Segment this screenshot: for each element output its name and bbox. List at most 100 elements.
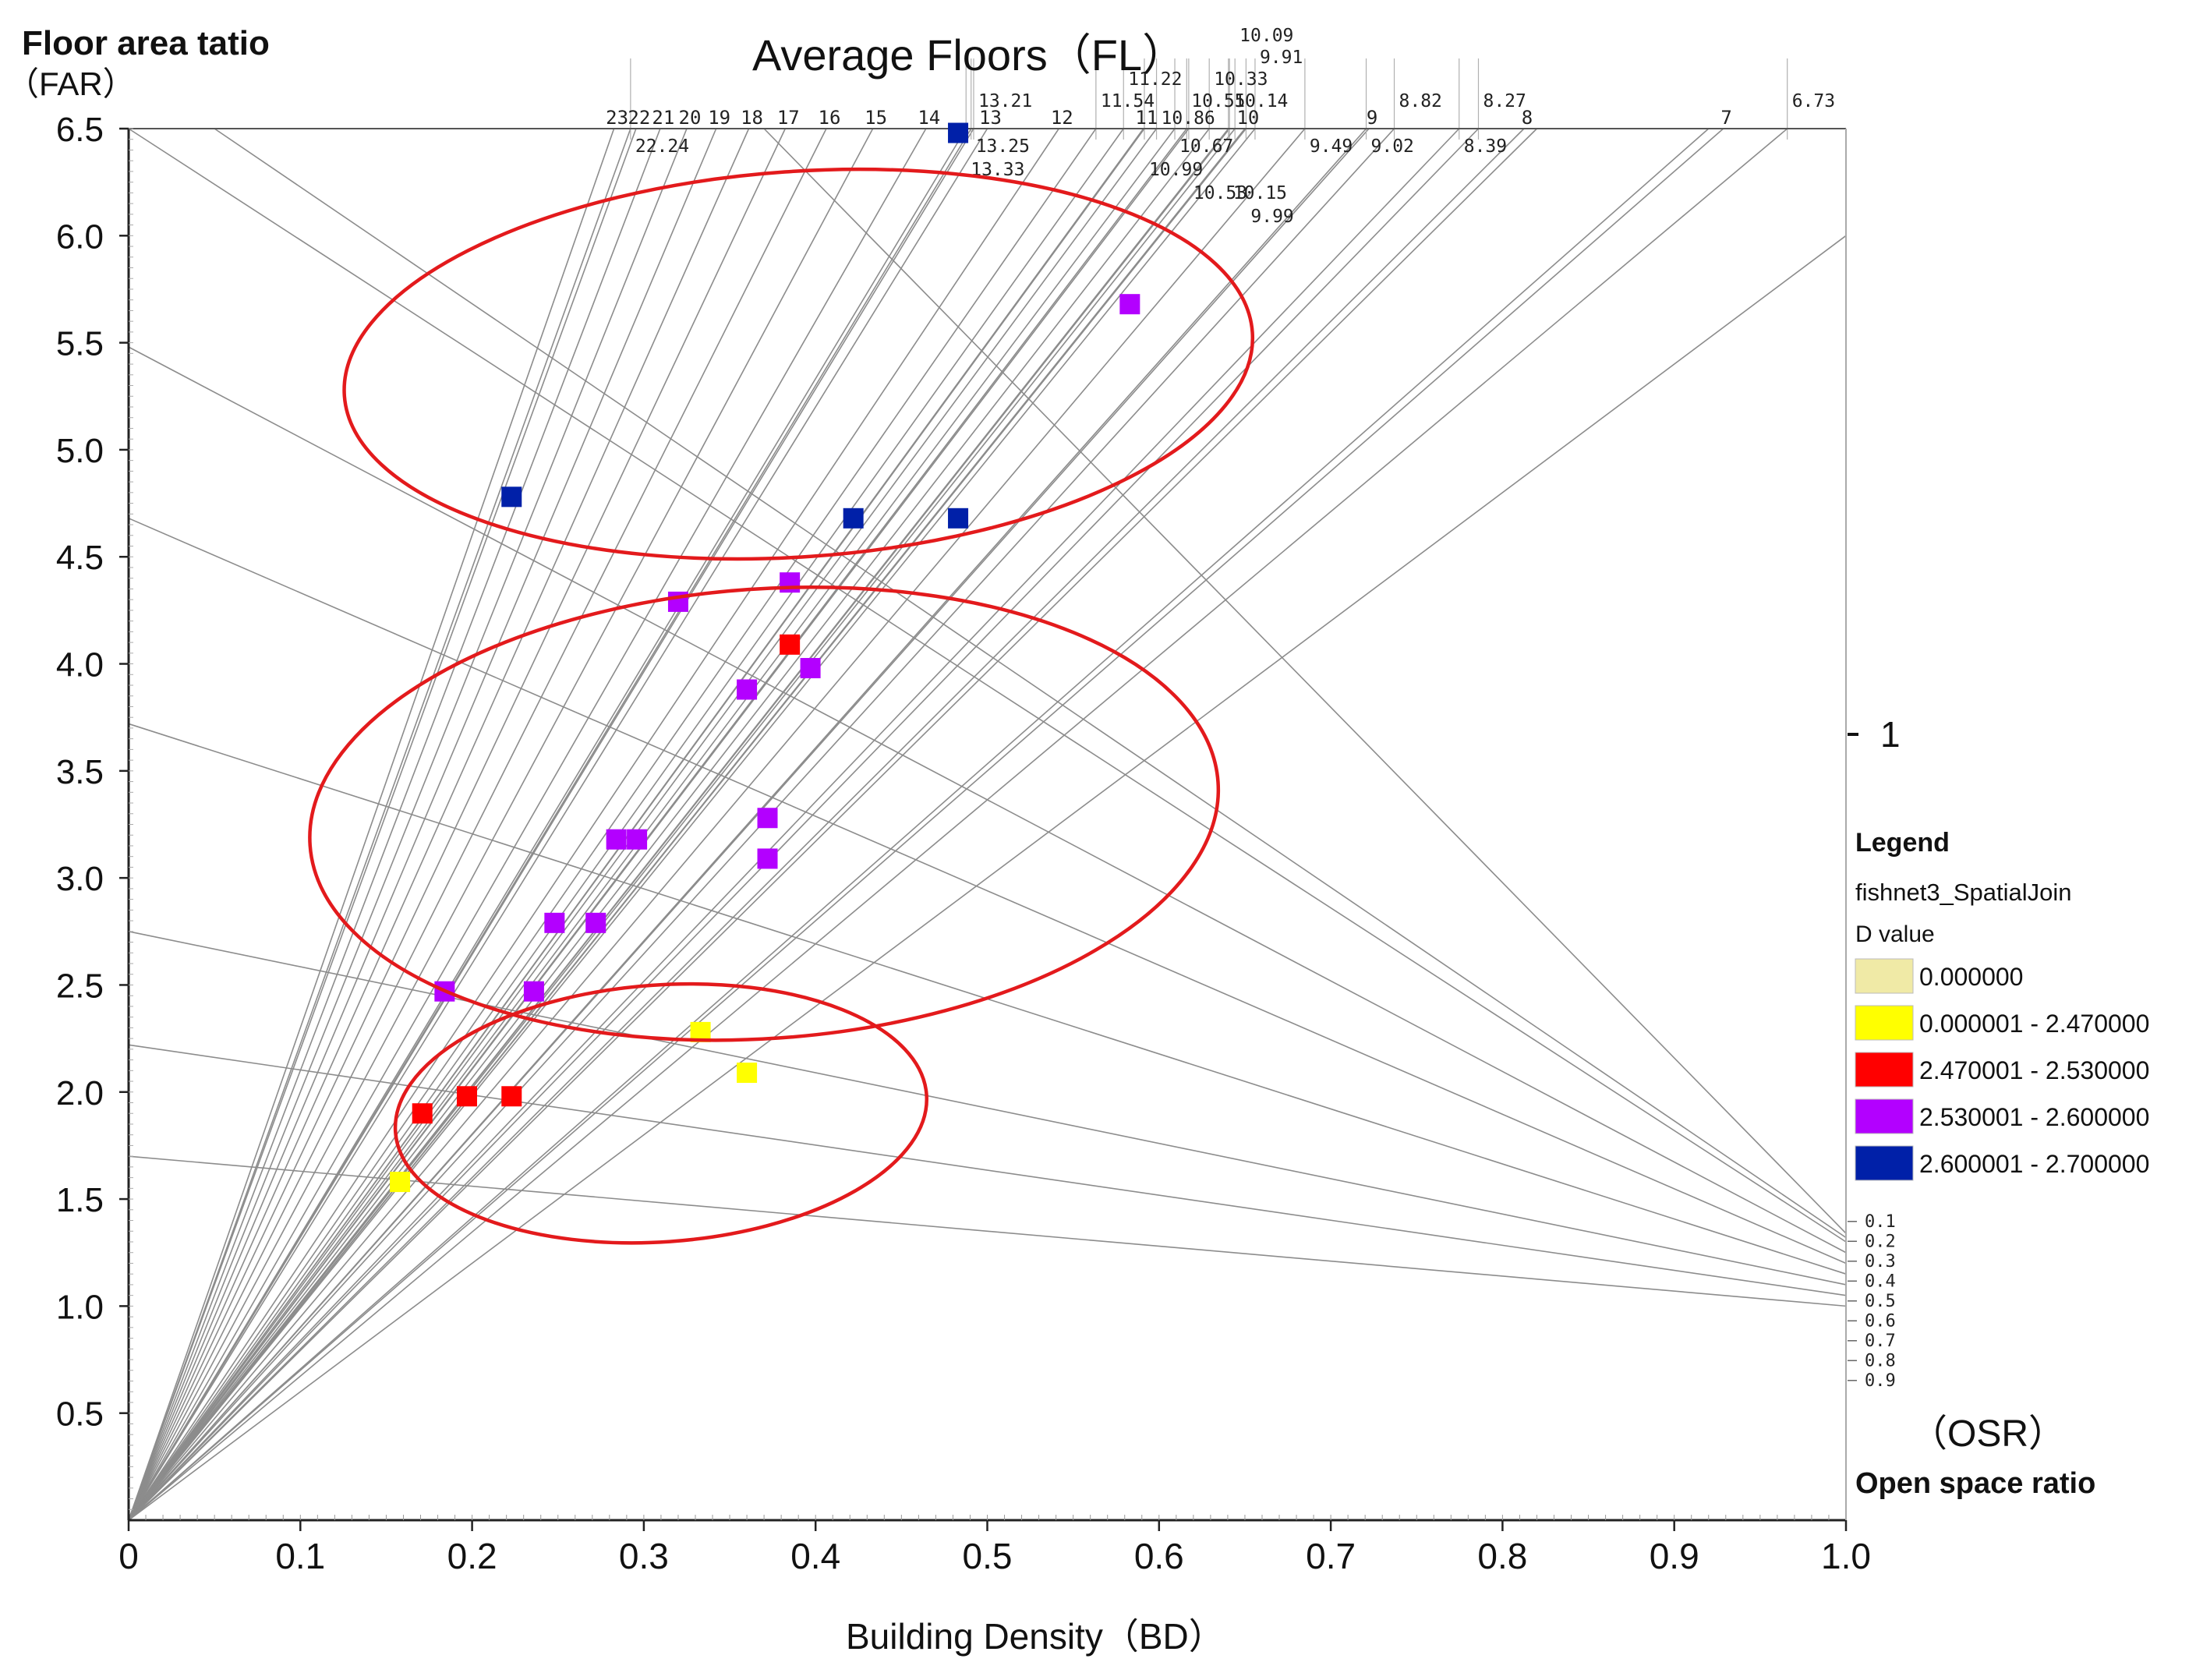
y-tick-label-2.5: 2.5 <box>56 967 104 1005</box>
floor-label-21: 21 <box>652 107 674 129</box>
osr-label-0.4: 0.4 <box>1865 1271 1896 1291</box>
data-point-s1-p2 <box>501 1086 522 1107</box>
x-tick-label-0.4: 0.4 <box>790 1536 840 1576</box>
osr-label-short: （OSR） <box>1910 1413 2066 1455</box>
legend-label-2: 2.470001 - 2.530000 <box>1919 1056 2149 1084</box>
x-tick-label-1.0: 1.0 <box>1821 1536 1871 1576</box>
legend-swatch-2 <box>1855 1052 1914 1088</box>
x-tick-label-0.2: 0.2 <box>447 1536 497 1576</box>
x-tick-label-0.6: 0.6 <box>1134 1536 1184 1576</box>
floor-extra-label-8.27: 8.27 <box>1483 91 1526 111</box>
floor-extra-label-10.86: 10.86 <box>1162 108 1215 129</box>
floor-extra-label-10.67: 10.67 <box>1179 136 1233 157</box>
data-point-s2-p1 <box>523 981 544 1002</box>
floor-line-7 <box>128 128 1724 1521</box>
floor-line-23 <box>128 128 615 1521</box>
floor-extra-label-10.14: 10.14 <box>1234 91 1288 111</box>
floor-label-15: 15 <box>865 107 887 129</box>
data-point-s2-p12 <box>1119 294 1140 315</box>
floor-line-17 <box>128 128 787 1521</box>
floor-fan-lines <box>128 58 1788 1521</box>
data-point-s0-p2 <box>737 1063 758 1084</box>
data-point-s2-p10 <box>780 572 801 593</box>
floor-line-13 <box>128 128 988 1521</box>
osr-label-0.9: 0.9 <box>1865 1371 1896 1391</box>
data-point-s2-p5 <box>627 829 648 850</box>
data-point-s2-p9 <box>757 848 778 869</box>
floor-label-12: 12 <box>1051 107 1073 129</box>
data-point-s3-p0 <box>501 486 522 508</box>
floor-extra-line-6.73 <box>128 128 1788 1521</box>
y-tick-label-1.0: 1.0 <box>56 1288 104 1326</box>
floor-label-7: 7 <box>1720 107 1731 129</box>
floor-extra-label-8.39: 8.39 <box>1464 136 1507 157</box>
floor-extra-line-10.67 <box>128 128 1176 1521</box>
x-tick-label-0.1: 0.1 <box>275 1536 325 1576</box>
osr-diag-line-a <box>214 128 1847 1239</box>
floor-extra-label-11.22: 11.22 <box>1128 69 1182 90</box>
y-axis-label-line1: Floor area tatio <box>22 24 270 62</box>
floor-extra-label-9.99: 9.99 <box>1250 207 1293 227</box>
cluster-ellipse-lower <box>393 981 929 1245</box>
floor-extra-line-9.91 <box>128 128 1256 1521</box>
y-tick-label-6.0: 6.0 <box>56 218 104 256</box>
floor-extra-line-13.25 <box>128 128 972 1521</box>
floor-label-14: 14 <box>918 107 940 129</box>
data-point-s2-p7 <box>737 679 758 700</box>
floor-label-19: 19 <box>708 107 730 129</box>
floor-line-20 <box>128 128 688 1521</box>
floor-extra-line-11.22 <box>128 128 1124 1521</box>
osr-label-0.1: 0.1 <box>1865 1212 1896 1232</box>
floor-extra-line-9.99 <box>128 128 1247 1521</box>
floor-extra-label-9.49: 9.49 <box>1310 136 1353 157</box>
floor-extra-line-8.39 <box>128 128 1460 1521</box>
data-point-s2-p3 <box>585 912 606 933</box>
legend-swatch-4 <box>1855 1145 1914 1181</box>
data-point-s3-p3 <box>948 122 969 143</box>
floor-extra-line-11.54 <box>128 128 1097 1521</box>
floor-line-8 <box>128 128 1525 1521</box>
floor-line-15 <box>128 128 874 1521</box>
x-tick-label-0.9: 0.9 <box>1650 1536 1699 1576</box>
cluster-ellipses <box>308 167 1255 1245</box>
y-tick-label-1.5: 1.5 <box>56 1181 104 1219</box>
floor-label-11: 11 <box>1135 107 1158 129</box>
osr-label-0.3: 0.3 <box>1865 1252 1896 1271</box>
y-tick-label-0.5: 0.5 <box>56 1395 104 1434</box>
x-axis-label: Building Density（BD） <box>846 1616 1225 1657</box>
floor-extra-label-13.21: 13.21 <box>978 91 1032 111</box>
floor-labels: 23 22 21 20 19 18 17 16 15 14 13 12 11 10 9 8 7 22.24 13.2… <box>606 26 1835 227</box>
floor-label-23: 23 <box>606 107 628 129</box>
osr-fan-line-5 <box>128 1044 1847 1296</box>
legend-layer: fishnet3_SpatialJoin <box>1855 879 2071 906</box>
x-tick-label-0.5: 0.5 <box>963 1536 1013 1576</box>
floor-extra-line-13.33 <box>128 128 967 1521</box>
floor-extra-line-10.15 <box>128 128 1229 1521</box>
osr-steep-line-2 <box>128 128 1538 1521</box>
x-tick-label-0.7: 0.7 <box>1306 1536 1356 1576</box>
floor-line-14 <box>128 128 927 1521</box>
y-tick-label-4.5: 4.5 <box>56 539 104 577</box>
floor-extra-label-10.33: 10.33 <box>1214 69 1268 90</box>
osr-steep-line-1 <box>128 128 1710 1521</box>
floor-line-16 <box>128 128 827 1521</box>
floor-line-19 <box>128 128 717 1521</box>
floor-label-20: 20 <box>679 107 702 129</box>
osr-steep-line-0 <box>128 235 1847 1521</box>
data-point-s1-p3 <box>780 634 801 655</box>
floor-extra-line-10.53 <box>128 128 1190 1521</box>
floor-label-22: 22 <box>628 107 650 129</box>
legend-label-0: 0.000000 <box>1919 963 2023 991</box>
y-axis-label-line2: （FAR） <box>6 65 136 102</box>
osr-label-0.2: 0.2 <box>1865 1232 1896 1251</box>
osr-diag-line-b <box>763 128 1847 1234</box>
floor-extra-label-10.09: 10.09 <box>1239 26 1293 46</box>
floor-line-18 <box>128 128 750 1521</box>
data-point-s2-p8 <box>757 808 778 829</box>
floor-extra-line-8.27 <box>128 128 1480 1521</box>
floor-extra-label-13.25: 13.25 <box>976 136 1030 157</box>
data-point-s1-p1 <box>456 1086 477 1107</box>
data-point-s2-p11 <box>800 658 821 679</box>
data-point-s1-p0 <box>412 1103 433 1124</box>
